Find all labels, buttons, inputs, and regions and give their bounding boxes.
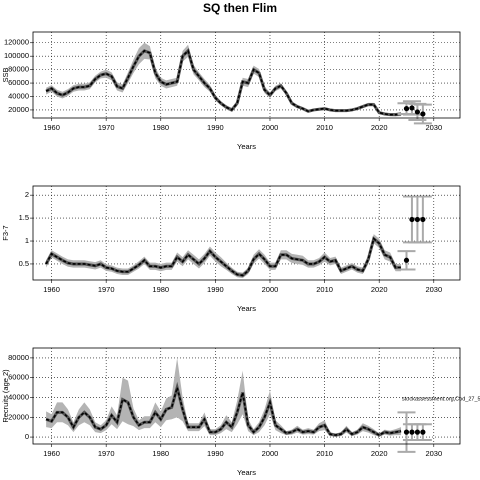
estimate-line-dashed	[45, 384, 402, 437]
x-tick-label: 1960	[43, 123, 60, 132]
annotation: stockassessment.org,Cod_27_5	[402, 396, 480, 402]
x-tick-label: 2000	[262, 123, 279, 132]
x-tick-label: 1980	[152, 123, 169, 132]
x-tick-label: 2030	[425, 285, 442, 294]
y-tick-label: 2	[25, 190, 29, 199]
x-tick-label: 2020	[371, 285, 388, 294]
x-axis-label: Years	[237, 142, 256, 151]
x-tick-label: 1990	[207, 285, 224, 294]
projection-point	[420, 216, 426, 223]
y-axis-label: SSB	[1, 67, 10, 82]
y-tick-label: 0.5	[19, 259, 29, 268]
x-tick-label: 1960	[43, 285, 60, 294]
estimate-line-dashed	[45, 49, 402, 116]
x-tick-label: 2020	[371, 449, 388, 458]
x-tick-label: 2030	[425, 123, 442, 132]
x-tick-label: 2000	[262, 449, 279, 458]
x-tick-label: 1990	[207, 123, 224, 132]
projection-point	[414, 216, 421, 223]
projection-point	[409, 216, 415, 223]
estimate-line	[44, 236, 402, 278]
y-tick-label: 40000	[8, 392, 29, 401]
x-tick-label: 2010	[316, 123, 333, 132]
y-tick-label: 0	[25, 432, 29, 441]
projection-point	[414, 109, 421, 115]
figure-title: SQ then Flim	[203, 1, 277, 15]
x-tick-label: 2010	[316, 285, 333, 294]
projection-point	[403, 105, 410, 112]
y-tick-label: 80000	[8, 353, 29, 362]
x-axis-label: Years	[237, 468, 256, 477]
y-axis-label: F3-7	[1, 225, 10, 240]
projection-point	[420, 429, 426, 435]
y-tick-label: 1.5	[19, 213, 29, 222]
y-axis-label: Recruits (age 2)	[1, 369, 10, 423]
x-axis-label: Years	[237, 304, 256, 313]
y-tick-label: 20000	[8, 105, 29, 114]
y-tick-label: 80000	[8, 65, 29, 74]
plot-frame	[32, 347, 461, 445]
x-tick-label: 1970	[98, 123, 115, 132]
x-tick-label: 2000	[262, 285, 279, 294]
plot-frame	[32, 31, 461, 119]
x-tick-label: 2030	[425, 449, 442, 458]
projection-point	[414, 429, 421, 435]
projection-point	[420, 111, 426, 117]
x-tick-label: 1960	[43, 449, 60, 458]
y-tick-label: 60000	[8, 373, 29, 382]
y-tick-label: 100000	[4, 51, 29, 60]
x-tick-label: 1980	[152, 285, 169, 294]
x-tick-label: 1990	[207, 449, 224, 458]
x-tick-label: 1980	[152, 449, 169, 458]
projection-point	[409, 429, 415, 435]
x-tick-label: 1970	[98, 285, 115, 294]
projection-point	[403, 257, 410, 263]
y-tick-label: 40000	[8, 91, 29, 100]
y-tick-label: 120000	[4, 38, 29, 47]
x-tick-label: 2020	[371, 123, 388, 132]
y-tick-label: 60000	[8, 78, 29, 87]
x-tick-label: 2010	[316, 449, 333, 458]
projection-point	[403, 429, 410, 435]
y-tick-label: 1	[25, 236, 29, 245]
plot-frame	[32, 185, 461, 281]
projection-point	[409, 105, 415, 111]
y-tick-label: 20000	[8, 412, 29, 421]
x-tick-label: 1970	[98, 449, 115, 458]
